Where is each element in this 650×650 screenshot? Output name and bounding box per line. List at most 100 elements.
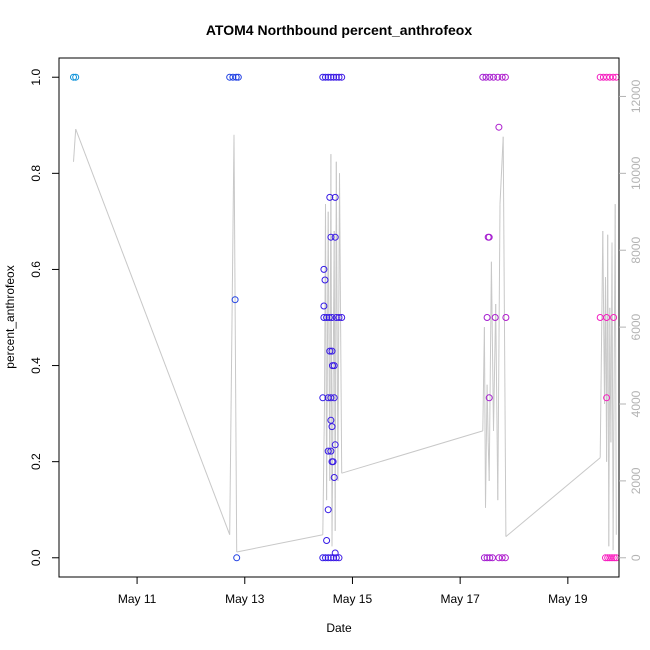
x-tick-label: May 13 (225, 592, 265, 606)
data-point (331, 233, 339, 241)
data-point (335, 73, 343, 81)
data-point (501, 554, 509, 562)
line-segment (614, 204, 617, 535)
data-point (501, 73, 509, 81)
line-segment (502, 136, 507, 537)
data-point (332, 73, 340, 81)
data-point (232, 73, 240, 81)
line-segment (485, 384, 488, 508)
line-segment (495, 303, 499, 501)
data-point (328, 314, 336, 321)
data-point (330, 394, 338, 402)
plot-frame (58, 57, 620, 578)
data-point (332, 314, 340, 321)
data-point (485, 233, 493, 241)
y2-tick-label: 8000 (629, 237, 643, 264)
data-point (331, 441, 339, 449)
data-point (335, 314, 343, 321)
data-point (326, 193, 334, 201)
x-axis: May 11 May 13 May 15 May 17 May 19 (118, 577, 588, 606)
data-point (502, 314, 510, 321)
line-segment (483, 327, 486, 508)
data-point (234, 73, 242, 81)
data-point (498, 554, 506, 562)
y-axis-left: 0.0 0.2 0.4 0.6 0.8 1.0 (29, 69, 59, 566)
data-point (233, 554, 241, 562)
data-point (327, 73, 335, 81)
data-point (319, 73, 327, 81)
data-point (319, 554, 327, 562)
data-point (72, 73, 80, 81)
data-point (323, 537, 331, 544)
data-point (328, 347, 336, 355)
line-segment (599, 230, 604, 458)
y2-tick-label: 2000 (629, 467, 643, 494)
line-segment (505, 457, 601, 537)
data-point (483, 554, 491, 562)
y2-tick-label: 6000 (629, 313, 643, 340)
y2-tick-label: 10000 (629, 156, 643, 190)
line-segment (236, 534, 323, 553)
data-point (603, 394, 611, 402)
data-point (229, 73, 237, 81)
data-point (320, 265, 328, 273)
data-point (338, 314, 346, 321)
line-segment (229, 134, 235, 535)
point-series (70, 73, 620, 562)
line-series (73, 128, 617, 553)
data-point (486, 554, 494, 562)
line-segment (337, 173, 340, 481)
line-segment (612, 204, 616, 551)
data-point (330, 554, 338, 562)
data-point (326, 347, 334, 355)
line-segment (335, 161, 339, 481)
data-point (490, 73, 497, 81)
data-point (319, 394, 327, 402)
data-point (330, 362, 338, 370)
line-segment (339, 173, 343, 474)
x-tick-label: May 19 (548, 592, 588, 606)
data-point (327, 233, 335, 241)
line-segment (490, 261, 494, 431)
data-point (329, 458, 337, 466)
y-tick-label: 0.6 (29, 261, 43, 278)
data-point (320, 302, 328, 310)
line-segment (493, 303, 497, 431)
data-point (330, 474, 338, 481)
data-point (327, 554, 335, 562)
line-segment (322, 403, 325, 535)
line-segment (233, 134, 238, 553)
y-axis-label: percent_anthrofeox (3, 265, 17, 368)
line-segment (73, 129, 77, 162)
y-tick-label: 0.0 (29, 549, 43, 566)
data-point (324, 506, 332, 514)
data-point (324, 554, 332, 562)
data-point (482, 73, 490, 81)
data-point (610, 554, 618, 562)
y2-tick-label: 12000 (629, 79, 643, 113)
data-point (70, 73, 77, 81)
data-point (338, 73, 346, 81)
data-point (327, 394, 335, 402)
data-point (320, 314, 328, 321)
y-tick-label: 1.0 (29, 69, 43, 86)
y2-tick-label: 4000 (629, 390, 643, 417)
data-point (494, 73, 502, 81)
data-point (327, 447, 335, 455)
line-segment (486, 384, 489, 443)
data-point (495, 123, 503, 131)
data-point (323, 314, 331, 321)
line-segment (75, 128, 231, 535)
data-point (483, 314, 491, 321)
data-point (609, 73, 617, 81)
data-point (485, 394, 493, 402)
x-tick-label: May 11 (118, 592, 157, 606)
y-tick-label: 0.8 (29, 165, 43, 182)
y-tick-label: 0.4 (29, 357, 43, 374)
data-point (491, 314, 499, 321)
data-point (479, 73, 487, 81)
data-point (328, 423, 336, 431)
data-point (331, 193, 339, 201)
data-point (324, 447, 332, 455)
